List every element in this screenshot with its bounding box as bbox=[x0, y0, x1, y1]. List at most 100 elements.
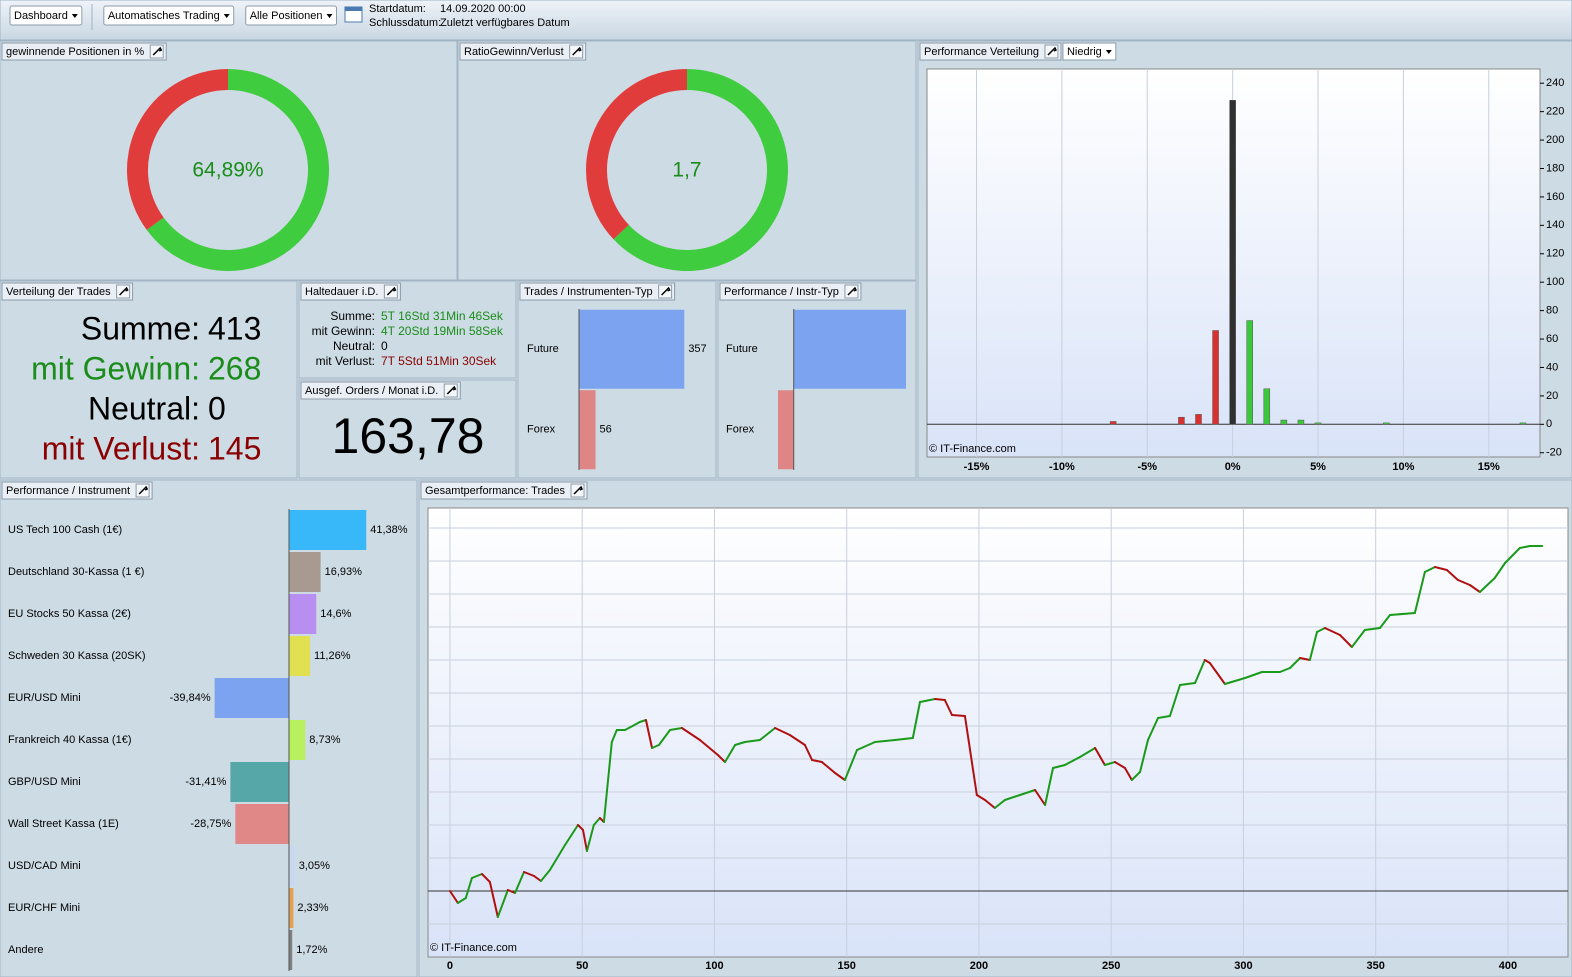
line-segment bbox=[1168, 684, 1181, 717]
bar bbox=[289, 846, 295, 886]
panel bbox=[0, 479, 418, 977]
panel-tab bbox=[420, 481, 588, 500]
menu-button[interactable] bbox=[245, 5, 337, 26]
value-label: 2,33% bbox=[297, 902, 328, 914]
menu-label[interactable]: Automatisches Trading bbox=[108, 10, 220, 22]
line-segment bbox=[803, 744, 814, 761]
y-tick-label: 140 bbox=[1546, 219, 1564, 231]
calendar-head bbox=[345, 7, 362, 11]
x-tick-label: 350 bbox=[1367, 960, 1385, 972]
category-label: Future bbox=[527, 343, 559, 355]
category-label: Schweden 30 Kassa (20SK) bbox=[8, 650, 146, 662]
wrench-icon bbox=[386, 286, 397, 296]
line-segment bbox=[758, 727, 777, 741]
y-tick-label: 160 bbox=[1546, 191, 1564, 203]
holding-value: 7T 5Std 51Min 30Sek bbox=[381, 354, 497, 368]
line-segment bbox=[820, 761, 837, 774]
line-segment bbox=[1018, 789, 1037, 796]
menu-button[interactable] bbox=[103, 5, 235, 26]
value-label: 16,93% bbox=[325, 566, 363, 578]
option-dropdown[interactable] bbox=[1062, 42, 1117, 61]
line-segment bbox=[984, 799, 996, 809]
line-segment bbox=[943, 699, 953, 716]
panel-title: Gesamtperformance: Trades bbox=[425, 485, 566, 497]
y-tick-label: 240 bbox=[1546, 77, 1564, 89]
y-tick-label: 20 bbox=[1546, 390, 1558, 402]
donut-slice bbox=[126, 69, 228, 230]
line-segment bbox=[456, 897, 467, 904]
line-segment bbox=[514, 871, 526, 894]
line-segment bbox=[533, 875, 542, 882]
x-tick-label: -5% bbox=[1137, 461, 1157, 473]
line-segment bbox=[1445, 569, 1459, 581]
histogram-bar bbox=[1246, 320, 1253, 425]
panel-title: Performance / Instr-Typ bbox=[724, 286, 839, 298]
wrench-icon bbox=[661, 286, 671, 296]
x-tick-label: 15% bbox=[1478, 461, 1500, 473]
menu-button[interactable] bbox=[9, 5, 83, 26]
orders-value: 163,78 bbox=[332, 408, 485, 464]
line-segment bbox=[448, 890, 459, 904]
histogram-bar bbox=[1263, 388, 1271, 425]
panel-title: Performance / Instrument bbox=[6, 485, 130, 497]
line-segment bbox=[1433, 566, 1448, 571]
option-label[interactable]: Niedrig bbox=[1067, 46, 1102, 58]
bar bbox=[579, 309, 685, 389]
start-value: 14.09.2020 00:00 bbox=[440, 3, 526, 15]
y-tick-label: 120 bbox=[1546, 248, 1564, 260]
line-segment bbox=[1388, 612, 1416, 616]
line-segment bbox=[743, 739, 761, 743]
line-segment bbox=[1130, 771, 1142, 781]
toolbar bbox=[0, 0, 1572, 41]
line-segment bbox=[1078, 747, 1097, 758]
x-tick-label: 10% bbox=[1392, 461, 1414, 473]
menu-label[interactable]: Dashboard bbox=[14, 10, 68, 22]
bar bbox=[289, 552, 321, 592]
line-segment bbox=[856, 741, 877, 751]
line-segment bbox=[963, 715, 978, 796]
line-segment bbox=[624, 721, 641, 731]
stat-label: Neutral: bbox=[88, 390, 200, 426]
holding-label: mit Verlust: bbox=[316, 354, 375, 368]
line-segment bbox=[1323, 627, 1341, 636]
holding-value: 4T 20Std 19Min 58Sek bbox=[381, 324, 504, 338]
menu-label[interactable]: Alle Positionen bbox=[250, 10, 323, 22]
panel-title: Ausgef. Orders / Monat i.D. bbox=[305, 385, 438, 397]
line-segment bbox=[1413, 571, 1426, 614]
end-value: Zuletzt verfügbares Datum bbox=[440, 17, 570, 29]
line-segment bbox=[1113, 761, 1126, 769]
bar bbox=[235, 804, 289, 844]
line-segment bbox=[1244, 671, 1263, 679]
y-tick-label: 200 bbox=[1546, 134, 1564, 146]
line-segment bbox=[669, 727, 683, 731]
line-segment bbox=[638, 719, 647, 723]
center-label: 1,7 bbox=[672, 159, 701, 182]
panel-tab bbox=[459, 42, 587, 61]
line-segment bbox=[1208, 662, 1226, 685]
y-tick-label: 0 bbox=[1546, 418, 1552, 430]
x-tick-label: 5% bbox=[1310, 461, 1326, 473]
line-segment bbox=[610, 729, 618, 743]
line-segment bbox=[657, 729, 672, 746]
line-segment bbox=[1194, 659, 1206, 684]
line-segment bbox=[1423, 566, 1436, 573]
wrench-icon bbox=[573, 485, 584, 495]
x-tick-label: -10% bbox=[1049, 461, 1075, 473]
value-label: -28,75% bbox=[190, 818, 231, 830]
bar bbox=[579, 390, 596, 470]
line-segment bbox=[1456, 579, 1471, 586]
holding-label: Neutral: bbox=[333, 339, 375, 353]
line-segment bbox=[716, 754, 727, 763]
y-tick-label: 220 bbox=[1546, 106, 1564, 118]
bar bbox=[289, 888, 294, 928]
value-label: 11,26% bbox=[314, 650, 351, 662]
line-segment bbox=[464, 877, 473, 899]
line-segment bbox=[975, 794, 987, 801]
value-label: -31,41% bbox=[185, 776, 226, 788]
panel-tab bbox=[919, 42, 1062, 61]
donut-slice bbox=[586, 69, 687, 240]
x-tick-label: 0% bbox=[1225, 461, 1241, 473]
line-segment bbox=[911, 701, 921, 739]
category-label: Deutschland 30-Kassa (1 €) bbox=[8, 566, 144, 578]
bar bbox=[289, 930, 293, 970]
